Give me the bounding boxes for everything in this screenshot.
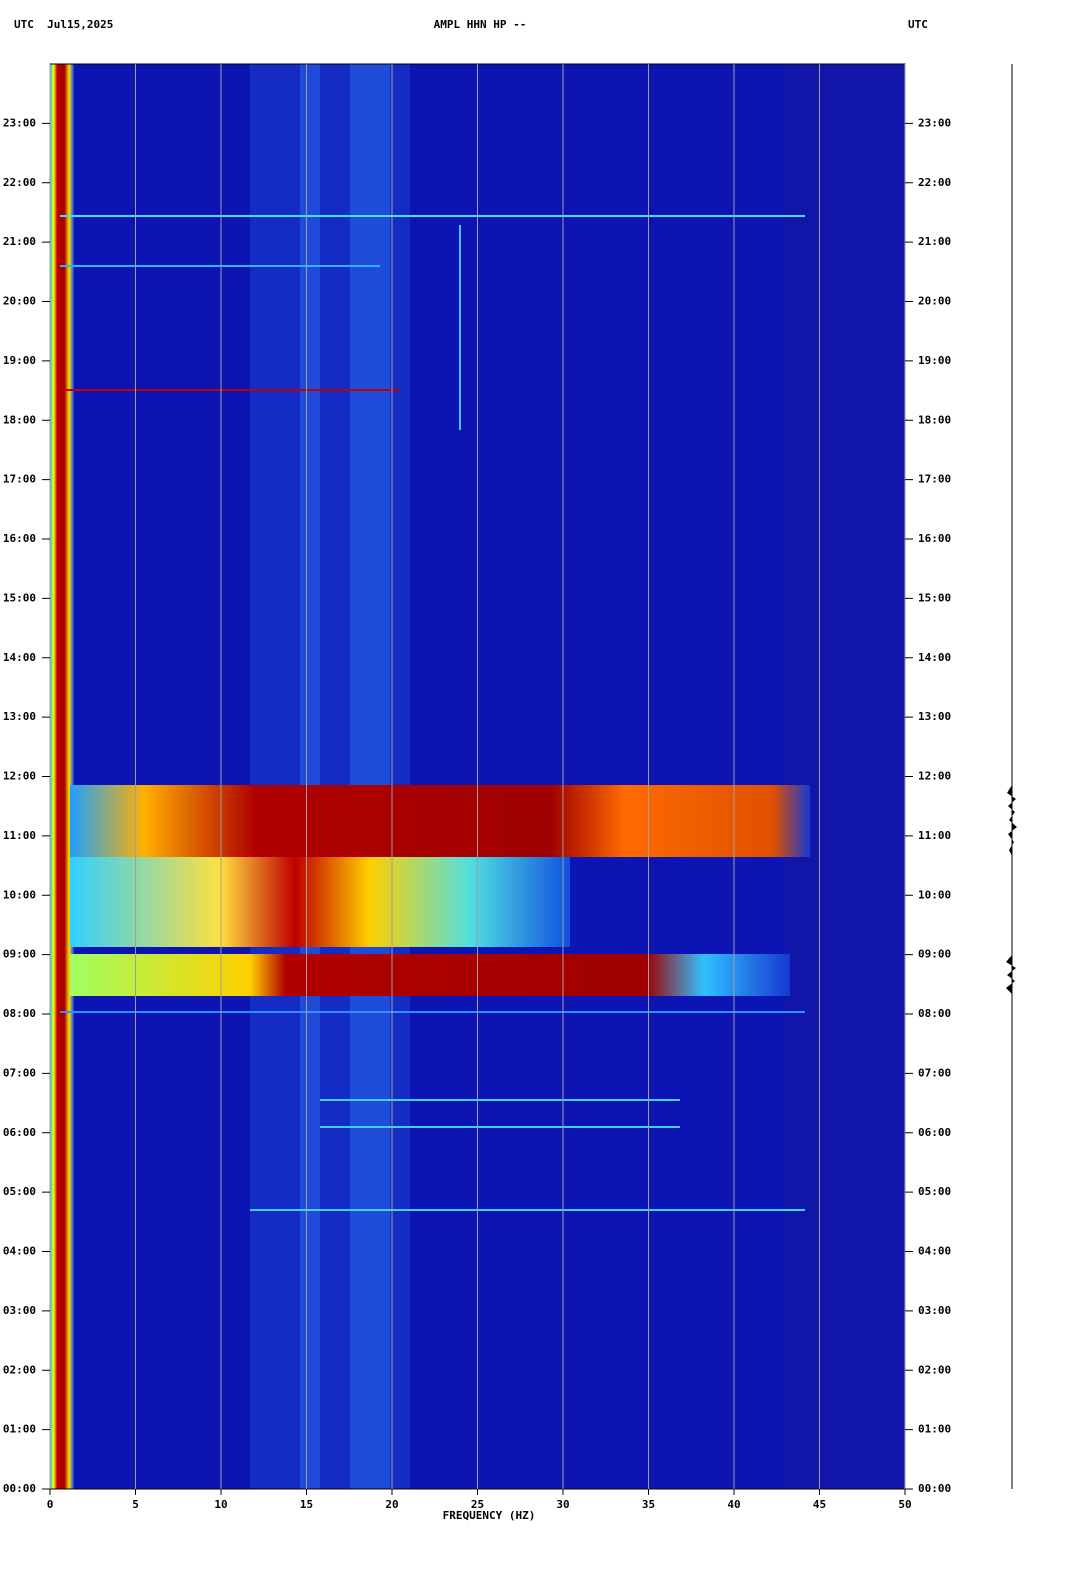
y-tick-label: 14:00 — [3, 651, 36, 664]
y-tick-label: 01:00 — [918, 1423, 951, 1436]
y-tick-label: 04:00 — [918, 1245, 951, 1258]
y-tick-label: 00:00 — [3, 1482, 36, 1495]
spectrogram-line — [320, 1126, 680, 1128]
spectrogram-line — [320, 1099, 680, 1101]
y-tick-label: 19:00 — [918, 354, 951, 367]
y-tick-label: 05:00 — [3, 1185, 36, 1198]
y-tick-label: 20:00 — [3, 295, 36, 308]
spectrogram-band — [70, 785, 810, 857]
y-tick-label: 11:00 — [918, 829, 951, 842]
y-tick-label: 12:00 — [3, 770, 36, 783]
x-tick-label: 20 — [385, 1498, 398, 1511]
y-tick-label: 06:00 — [918, 1126, 951, 1139]
x-tick-label: 10 — [214, 1498, 227, 1511]
spectrogram-background — [785, 64, 905, 1489]
chart-title: AMPL HHN HP -- — [434, 18, 527, 31]
y-tick-label: 12:00 — [918, 770, 951, 783]
spectrogram-line — [60, 265, 380, 267]
y-tick-label: 08:00 — [3, 1007, 36, 1020]
y-tick-label: 02:00 — [3, 1363, 36, 1376]
spectrogram-noise — [300, 64, 320, 1489]
y-tick-label: 15:00 — [918, 591, 951, 604]
y-tick-label: 10:00 — [3, 888, 36, 901]
spectrogram-line — [60, 1011, 805, 1013]
x-tick-label: 50 — [898, 1498, 911, 1511]
spectrogram-line — [60, 215, 805, 217]
y-tick-label: 22:00 — [3, 176, 36, 189]
y-tick-label: 14:00 — [918, 651, 951, 664]
y-tick-label: 17:00 — [918, 473, 951, 486]
y-tick-label: 20:00 — [918, 295, 951, 308]
spectrogram-microseism — [50, 64, 74, 1489]
y-tick-label: 11:00 — [3, 829, 36, 842]
header-left: UTC Jul15,2025 — [14, 18, 113, 31]
y-tick-label: 16:00 — [918, 532, 951, 545]
x-tick-label: 35 — [642, 1498, 655, 1511]
x-tick-label: 30 — [556, 1498, 569, 1511]
y-tick-label: 13:00 — [918, 710, 951, 723]
y-tick-label: 21:00 — [3, 235, 36, 248]
y-tick-label: 06:00 — [3, 1126, 36, 1139]
x-tick-label: 5 — [132, 1498, 139, 1511]
y-tick-label: 10:00 — [918, 888, 951, 901]
y-tick-label: 07:00 — [3, 1066, 36, 1079]
spectrogram-band — [70, 954, 790, 996]
y-tick-label: 03:00 — [3, 1304, 36, 1317]
x-tick-label: 15 — [300, 1498, 313, 1511]
y-tick-label: 15:00 — [3, 591, 36, 604]
spectrogram-line — [459, 225, 461, 430]
y-tick-label: 05:00 — [918, 1185, 951, 1198]
x-tick-label: 0 — [47, 1498, 54, 1511]
x-tick-label: 40 — [727, 1498, 740, 1511]
y-tick-label: 17:00 — [3, 473, 36, 486]
x-tick-label: 45 — [813, 1498, 826, 1511]
y-tick-label: 18:00 — [918, 413, 951, 426]
spectrogram-line — [250, 1209, 805, 1211]
y-tick-label: 18:00 — [3, 413, 36, 426]
spectrogram-noise — [350, 64, 390, 1489]
y-tick-label: 08:00 — [918, 1007, 951, 1020]
x-tick-label: 25 — [471, 1498, 484, 1511]
y-tick-label: 19:00 — [3, 354, 36, 367]
y-tick-label: 00:00 — [918, 1482, 951, 1495]
spectrogram-line — [60, 389, 400, 391]
spectrogram-band — [70, 857, 570, 947]
y-tick-label: 04:00 — [3, 1245, 36, 1258]
y-tick-label: 02:00 — [918, 1363, 951, 1376]
y-tick-label: 16:00 — [3, 532, 36, 545]
y-tick-label: 01:00 — [3, 1423, 36, 1436]
y-tick-label: 03:00 — [918, 1304, 951, 1317]
y-tick-label: 22:00 — [918, 176, 951, 189]
header-right: UTC — [908, 18, 928, 31]
y-tick-label: 21:00 — [918, 235, 951, 248]
y-tick-label: 07:00 — [918, 1066, 951, 1079]
y-tick-label: 09:00 — [918, 948, 951, 961]
y-tick-label: 13:00 — [3, 710, 36, 723]
y-tick-label: 23:00 — [3, 116, 36, 129]
y-tick-label: 23:00 — [918, 116, 951, 129]
x-axis-label: FREQUENCY (HZ) — [443, 1509, 536, 1522]
y-tick-label: 09:00 — [3, 948, 36, 961]
